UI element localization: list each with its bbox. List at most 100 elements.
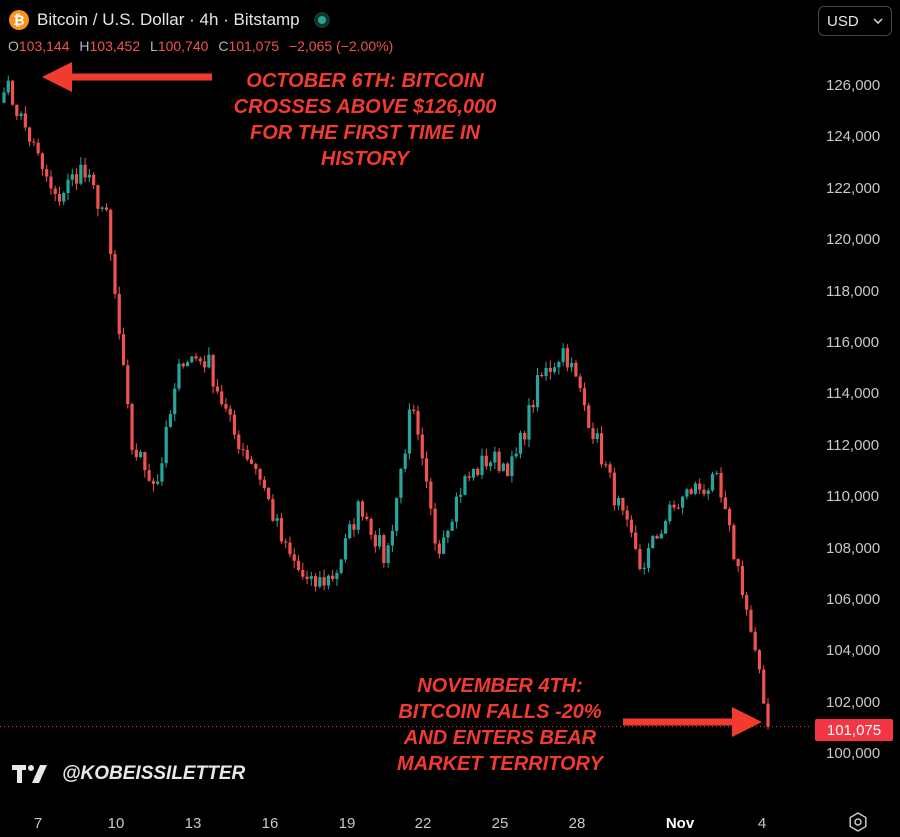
candle: [638, 544, 642, 571]
candle: [113, 249, 117, 299]
candle: [591, 422, 595, 444]
chevron-down-icon: [873, 18, 883, 24]
candle: [331, 569, 335, 582]
x-tick-label: 25: [491, 815, 509, 832]
currency-select[interactable]: USD: [818, 6, 892, 36]
candle: [544, 361, 548, 381]
candle: [446, 529, 450, 544]
candle: [749, 605, 753, 633]
candle: [279, 513, 284, 544]
candle: [424, 451, 429, 489]
candle: [215, 379, 220, 394]
candle: [104, 203, 109, 212]
candle: [275, 513, 279, 527]
candle: [245, 445, 249, 462]
candle: [762, 665, 766, 704]
candle: [254, 462, 258, 475]
candle: [621, 497, 625, 516]
close-value: 101,075: [228, 38, 280, 54]
x-tick-label: 7: [33, 815, 43, 832]
candle: [429, 477, 433, 516]
candle: [203, 355, 207, 373]
candle: [407, 403, 412, 460]
candle: [587, 402, 591, 429]
candle: [672, 500, 676, 511]
candle: [535, 367, 540, 412]
candle: [339, 558, 343, 575]
candle: [412, 404, 416, 415]
currency-label: USD: [827, 12, 859, 30]
x-tick-label: 13: [184, 815, 202, 832]
candle: [488, 460, 493, 472]
candle: [399, 467, 403, 504]
candle: [377, 528, 382, 550]
candle: [706, 488, 710, 500]
candle: [681, 495, 685, 515]
candle: [420, 427, 424, 466]
x-tick-label: 4: [757, 815, 767, 832]
x-tick-label: 19: [338, 815, 356, 832]
candle: [642, 562, 646, 575]
candle: [459, 487, 463, 503]
live-dot-icon: [313, 12, 330, 28]
candle: [651, 534, 655, 549]
candle: [617, 495, 621, 511]
ohlc-readout: O103,144 H103,452 L100,740 C101,075 −2,0…: [8, 38, 394, 54]
candle: [433, 502, 437, 551]
candle: [753, 627, 757, 652]
bitcoin-icon: ₿: [9, 10, 29, 30]
candle: [552, 362, 557, 375]
y-tick-label: 108,000: [826, 539, 881, 557]
candle: [198, 356, 202, 365]
candle: [70, 168, 74, 187]
candle: [740, 560, 744, 599]
candle: [382, 533, 386, 568]
candle: [629, 515, 634, 538]
candle: [689, 487, 693, 495]
change-value: −2,065 (−2.00%): [288, 38, 394, 54]
candle: [305, 570, 309, 584]
candle: [625, 505, 629, 527]
y-tick-label: 106,000: [826, 591, 881, 608]
candle: [151, 477, 155, 492]
x-tick-label: Nov: [665, 815, 695, 832]
y-tick-label: 100,000: [826, 745, 881, 763]
candle: [663, 519, 668, 534]
candle: [194, 352, 198, 361]
candle: [19, 111, 23, 120]
candle: [23, 106, 27, 131]
candle: [437, 540, 441, 559]
candle: [126, 359, 130, 409]
settings-icon[interactable]: [848, 812, 868, 832]
candle: [322, 569, 326, 591]
candle: [506, 461, 510, 477]
candle: [138, 449, 143, 459]
tradingview-logo-icon: [12, 765, 48, 783]
candle: [565, 344, 569, 372]
candle: [207, 347, 211, 369]
arrow-to-drop: [623, 707, 762, 737]
candle: [181, 362, 185, 369]
y-tick-label: 114,000: [826, 385, 880, 403]
candle: [634, 525, 638, 551]
last-price-tag: 101,075: [815, 719, 893, 741]
candle: [87, 169, 91, 183]
x-tick-label: 10: [107, 815, 125, 832]
candle: [40, 152, 45, 176]
candle: [173, 383, 177, 422]
candle: [557, 360, 561, 375]
candle: [480, 448, 484, 480]
candle: [92, 172, 96, 190]
candle: [156, 474, 160, 486]
candle: [702, 483, 706, 497]
candle: [365, 512, 369, 521]
candle: [109, 208, 113, 261]
symbol-title[interactable]: Bitcoin / U.S. Dollar · 4h · Bitstamp: [37, 10, 300, 29]
candle: [10, 80, 15, 106]
candle: [185, 360, 190, 367]
candle: [83, 157, 87, 183]
candle: [343, 533, 348, 563]
candle: [228, 404, 232, 422]
y-tick-label: 126,000: [826, 77, 881, 94]
